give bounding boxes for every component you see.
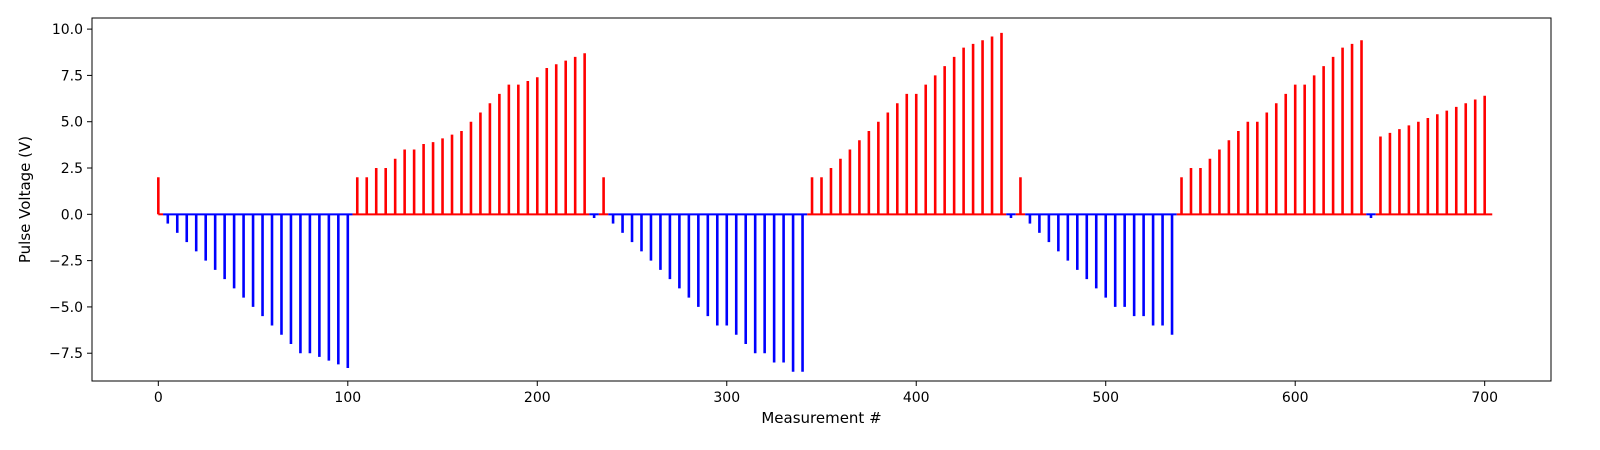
y-tick-label: −2.5 (49, 254, 83, 270)
y-tick-label: 2.5 (61, 161, 83, 177)
x-tick-label: 300 (713, 390, 740, 406)
y-tick-label: 5.0 (61, 115, 83, 131)
y-tick-label: 0.0 (61, 207, 83, 223)
x-tick-label: 500 (1092, 390, 1119, 406)
x-tick-label: 700 (1471, 390, 1498, 406)
x-tick-label: 600 (1282, 390, 1309, 406)
x-tick-label: 200 (524, 390, 551, 406)
x-tick-label: 400 (903, 390, 930, 406)
y-tick-label: 7.5 (61, 68, 83, 84)
stem-series (157, 32, 1493, 372)
x-axis-label: Measurement # (761, 409, 881, 427)
y-tick-label: −7.5 (49, 346, 83, 362)
x-tick-label: 100 (334, 390, 361, 406)
x-tick-label: 0 (154, 390, 163, 406)
plot-area-frame (91, 17, 1552, 382)
y-tick-label: −5.0 (49, 300, 83, 316)
x-axis-ticks: 0 100 200 300 400 500 600 700 (154, 381, 1498, 406)
y-axis-ticks: −7.5 −5.0 −2.5 0.0 2.5 5.0 7.5 10.0 (49, 22, 92, 362)
y-tick-label: 10.0 (52, 22, 83, 38)
y-axis-label: Pulse Voltage (V) (16, 136, 34, 263)
